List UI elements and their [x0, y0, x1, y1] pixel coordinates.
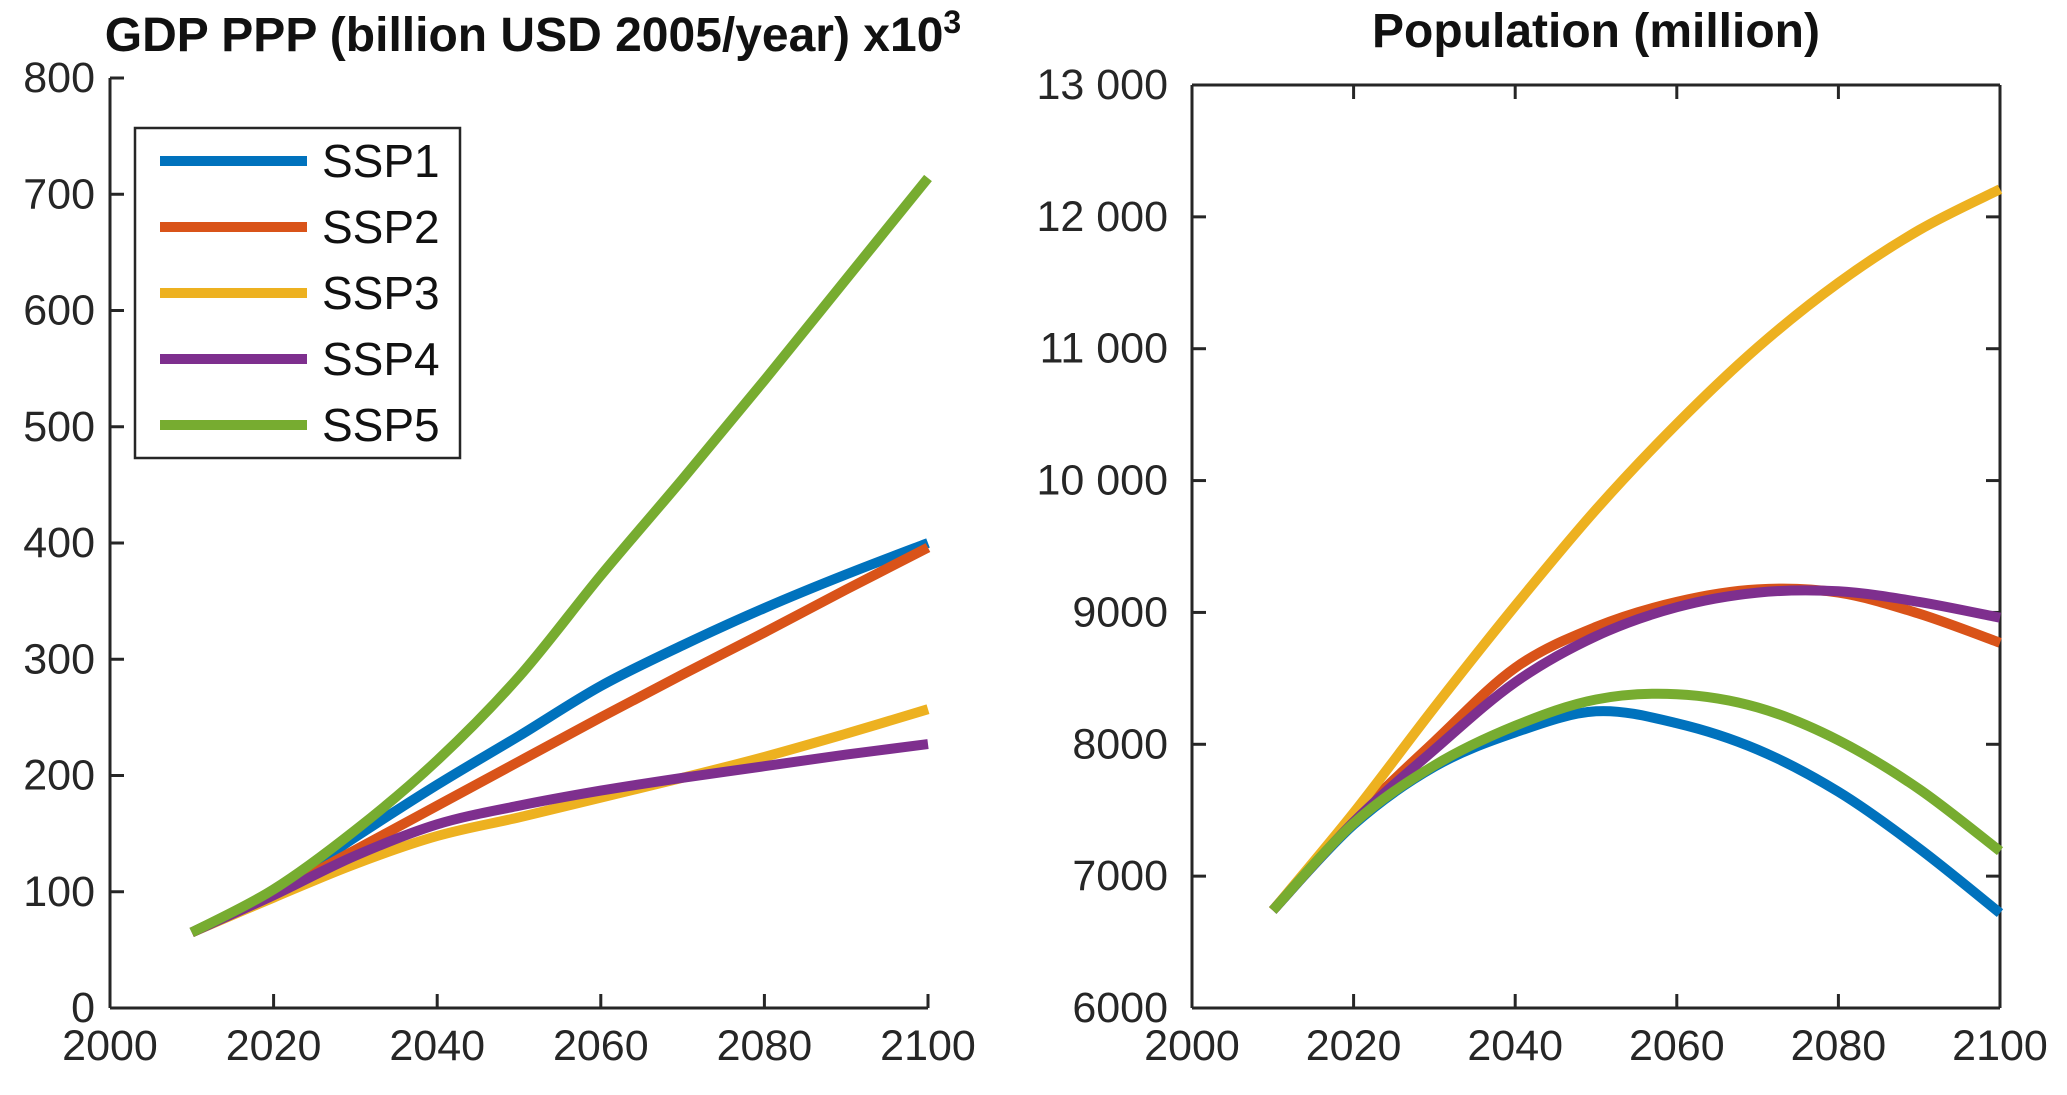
y-tick-label: 10 000	[1036, 457, 1168, 505]
x-tick-label: 2060	[1629, 1022, 1725, 1070]
y-tick-label: 13 000	[1036, 61, 1168, 109]
legend-label-ssp1: SSP1	[322, 135, 440, 187]
y-tick-label: 500	[23, 403, 95, 451]
y-tick-label: 0	[71, 984, 95, 1032]
y-tick-label: 9000	[1072, 588, 1168, 636]
x-tick-label: 2000	[1144, 1022, 1240, 1070]
series-ssp2-line	[1269, 583, 2002, 914]
series-ssp3-line	[1268, 184, 2003, 914]
legend-label-ssp3: SSP3	[322, 267, 440, 319]
y-tick-label: 800	[23, 54, 95, 102]
y-tick-label: 700	[23, 170, 95, 218]
x-tick-label: 2060	[553, 1022, 649, 1070]
y-tick-label: 300	[23, 635, 95, 683]
legend-label-ssp5: SSP5	[322, 399, 440, 451]
y-tick-label: 6000	[1072, 984, 1168, 1032]
x-tick-label: 2020	[1306, 1022, 1402, 1070]
y-tick-label: 7000	[1072, 852, 1168, 900]
y-tick-label: 11 000	[1040, 325, 1168, 373]
population-chart-title-text: Population (million)	[1372, 5, 1820, 58]
x-tick-label: 2040	[389, 1022, 485, 1070]
x-tick-label: 2000	[62, 1022, 158, 1070]
y-tick-label: 8000	[1072, 720, 1168, 768]
x-tick-label: 2040	[1467, 1022, 1563, 1070]
x-tick-label: 2080	[1791, 1022, 1887, 1070]
series-ssp1-line	[1269, 706, 2004, 918]
x-tick-label: 2080	[717, 1022, 813, 1070]
y-tick-label: 100	[23, 868, 95, 916]
gdp-chart-title: GDP PPP (billion USD 2005/year) x103	[0, 4, 1066, 63]
x-tick-label: 2020	[226, 1022, 322, 1070]
x-tick-label: 2100	[1952, 1022, 2048, 1070]
y-tick-label: 600	[23, 287, 95, 335]
y-tick-label: 400	[23, 519, 95, 567]
legend-label-ssp4: SSP4	[322, 333, 440, 385]
x-tick-label: 2100	[880, 1022, 976, 1070]
series-ssp5-line	[1269, 688, 2004, 914]
gdp-chart-title-text: GDP PPP (billion USD 2005/year) x10	[104, 9, 944, 62]
series-ssp5-line	[189, 174, 932, 937]
legend-label-ssp2: SSP2	[322, 201, 440, 253]
gdp-chart-title-exponent: 3	[943, 4, 962, 40]
series-ssp4-line	[1269, 585, 2001, 914]
y-tick-label: 200	[23, 752, 95, 800]
series-ssp4-line	[189, 739, 929, 937]
y-tick-label: 12 000	[1036, 193, 1168, 241]
population-chart-title: Population (million)	[1192, 4, 2000, 59]
